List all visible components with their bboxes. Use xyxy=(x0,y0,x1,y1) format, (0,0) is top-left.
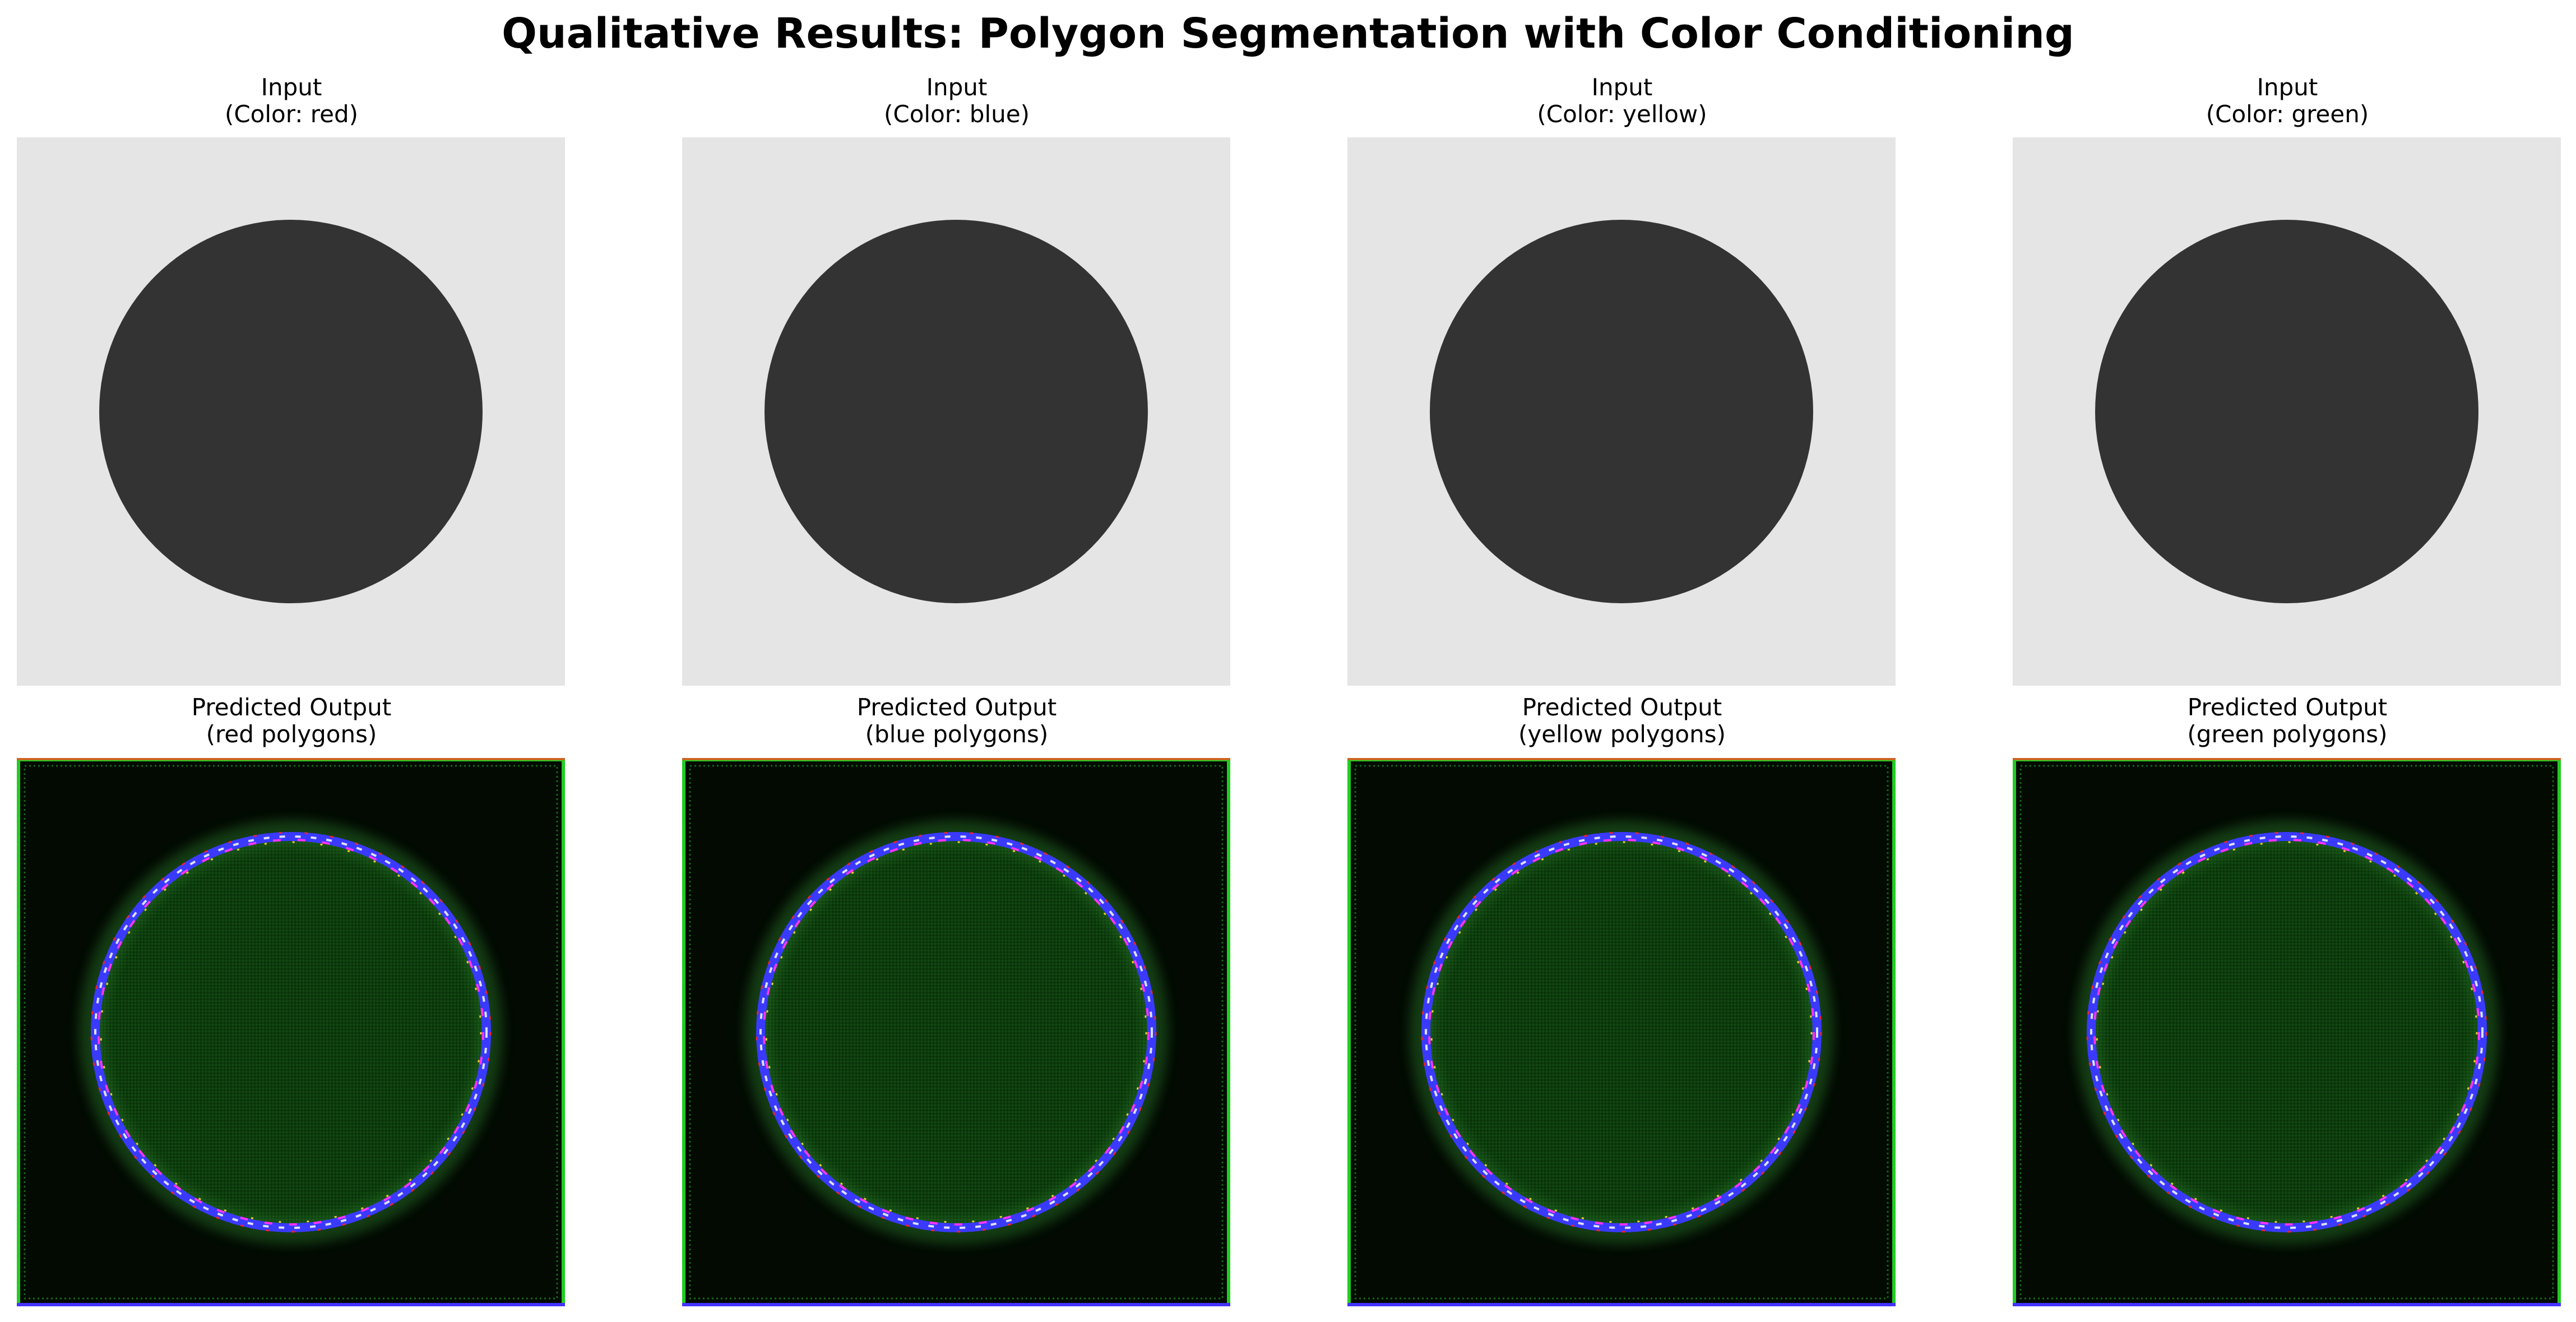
output-texture xyxy=(2093,839,2480,1226)
output-color-label: (red polygons) xyxy=(206,720,377,748)
input-panel-title-blue: Input (Color: blue) xyxy=(682,74,1231,128)
output-panel-title-yellow: Predicted Output (yellow polygons) xyxy=(1347,694,1897,748)
output-image-red xyxy=(17,758,565,1306)
input-circle-shape xyxy=(1430,220,1813,603)
output-title-label: Predicted Output xyxy=(1522,694,1722,721)
output-title-label: Predicted Output xyxy=(191,694,392,721)
input-circle-shape xyxy=(765,220,1148,603)
output-panel-title-red: Predicted Output (red polygons) xyxy=(17,694,566,748)
input-color-label: (Color: red) xyxy=(224,100,359,128)
output-texture xyxy=(98,839,484,1226)
input-color-label: (Color: blue) xyxy=(884,100,1030,128)
input-title-label: Input xyxy=(926,73,988,101)
input-image-red xyxy=(17,137,565,686)
output-ring xyxy=(756,831,1157,1233)
output-color-label: (blue polygons) xyxy=(865,720,1049,748)
input-title-label: Input xyxy=(1591,73,1653,101)
input-title-label: Input xyxy=(2257,73,2318,101)
output-panel-title-blue: Predicted Output (blue polygons) xyxy=(682,694,1231,748)
input-panel-title-red: Input (Color: red) xyxy=(17,74,566,128)
output-border-artifacts xyxy=(2013,758,2561,1306)
output-color-label: (green polygons) xyxy=(2187,720,2388,748)
output-ring xyxy=(1421,831,1822,1233)
output-texture xyxy=(1428,839,1815,1226)
input-title-label: Input xyxy=(261,73,322,101)
input-image-blue xyxy=(682,137,1230,686)
output-border-artifacts xyxy=(17,758,565,1306)
output-texture xyxy=(763,839,1150,1226)
output-image-yellow xyxy=(1347,758,1896,1306)
output-image-green xyxy=(2013,758,2561,1306)
output-title-label: Predicted Output xyxy=(2187,694,2388,721)
input-color-label: (Color: yellow) xyxy=(1537,100,1707,128)
input-circle-shape xyxy=(99,220,483,603)
output-title-label: Predicted Output xyxy=(856,694,1057,721)
input-image-yellow xyxy=(1347,137,1896,686)
output-ring xyxy=(90,831,492,1233)
output-color-label: (yellow polygons) xyxy=(1518,720,1726,748)
output-border-artifacts xyxy=(682,758,1230,1306)
output-ring xyxy=(2086,831,2487,1233)
figure-title: Qualitative Results: Polygon Segmentatio… xyxy=(502,10,2074,58)
output-border-artifacts xyxy=(1347,758,1896,1306)
input-panel-title-yellow: Input (Color: yellow) xyxy=(1347,74,1897,128)
output-panel-title-green: Predicted Output (green polygons) xyxy=(2013,694,2562,748)
input-circle-shape xyxy=(2095,220,2478,603)
input-panel-title-green: Input (Color: green) xyxy=(2013,74,2562,128)
input-image-green xyxy=(2013,137,2561,686)
output-image-blue xyxy=(682,758,1230,1306)
input-color-label: (Color: green) xyxy=(2206,100,2369,128)
